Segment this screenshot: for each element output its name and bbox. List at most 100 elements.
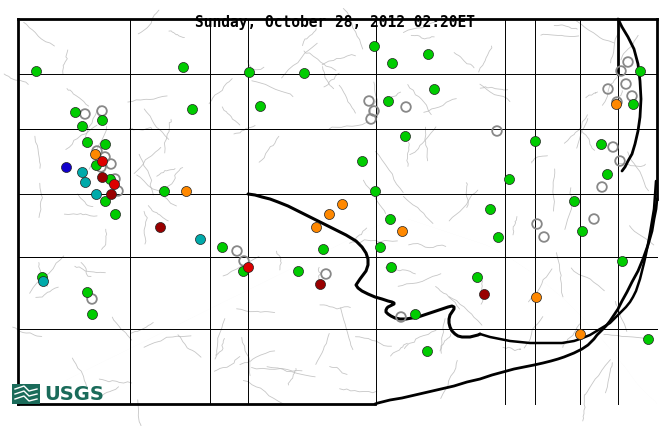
Point (321, 271, 332, 278)
Point (113, 188, 123, 195)
Point (634, 69, 645, 75)
Point (318, 246, 328, 253)
Point (187, 106, 198, 113)
Point (602, 86, 613, 93)
Point (375, 244, 385, 251)
Point (626, 93, 637, 100)
Point (589, 216, 600, 223)
Polygon shape (18, 20, 657, 404)
Point (181, 188, 192, 195)
Point (100, 198, 111, 205)
Point (364, 98, 375, 105)
Point (216, 244, 227, 251)
Point (178, 64, 188, 71)
Point (366, 116, 377, 123)
Point (396, 314, 407, 321)
Point (620, 81, 631, 88)
Point (239, 258, 249, 265)
Point (82, 289, 92, 296)
Point (96, 174, 107, 181)
Point (478, 291, 489, 298)
Point (423, 52, 433, 58)
Point (643, 336, 653, 343)
Point (70, 109, 80, 116)
Point (155, 224, 165, 231)
Text: Sunday, October 28, 2012 02:20ET: Sunday, October 28, 2012 02:20ET (195, 15, 475, 30)
Point (602, 171, 612, 178)
Point (369, 108, 379, 115)
Point (596, 141, 606, 148)
Point (530, 138, 541, 145)
Point (383, 98, 393, 105)
Point (293, 268, 304, 275)
Point (80, 179, 90, 186)
Point (569, 198, 580, 205)
Point (90, 191, 101, 198)
Point (86, 311, 97, 318)
Point (76, 123, 87, 130)
Point (612, 99, 622, 106)
Point (616, 258, 627, 265)
Point (614, 158, 625, 165)
Bar (12, 384, 40, 404)
Point (159, 188, 170, 195)
Point (96, 108, 107, 115)
Point (399, 133, 410, 140)
Point (622, 60, 633, 66)
Point (616, 69, 626, 75)
Point (82, 139, 92, 146)
Point (472, 274, 482, 281)
Point (195, 236, 206, 243)
Point (244, 69, 255, 76)
Point (109, 181, 119, 188)
Point (106, 191, 117, 198)
Point (92, 148, 103, 155)
Point (299, 70, 310, 77)
Point (628, 101, 639, 108)
Point (76, 169, 87, 176)
Point (531, 294, 541, 301)
Point (386, 264, 397, 271)
Point (539, 234, 549, 241)
Point (86, 296, 97, 303)
Point (356, 158, 367, 165)
Point (315, 281, 326, 288)
Point (531, 221, 542, 228)
Point (255, 104, 265, 110)
Point (575, 331, 586, 338)
Point (243, 264, 253, 271)
Point (80, 111, 90, 118)
Point (105, 176, 115, 183)
Point (31, 69, 42, 75)
Point (106, 161, 117, 168)
Point (397, 228, 407, 235)
Point (37, 274, 48, 281)
Point (96, 117, 107, 124)
Point (110, 176, 121, 183)
Point (608, 144, 618, 151)
Point (429, 86, 440, 93)
Point (492, 234, 503, 241)
Point (96, 164, 107, 171)
Point (110, 211, 121, 218)
Point (401, 104, 411, 111)
Point (96, 158, 107, 165)
Point (370, 188, 381, 195)
Point (387, 60, 397, 67)
Point (610, 101, 621, 108)
Point (38, 278, 48, 285)
Polygon shape (18, 20, 657, 404)
Point (232, 248, 243, 255)
Point (385, 216, 395, 223)
Point (90, 162, 101, 169)
Point (90, 151, 100, 158)
Point (100, 141, 111, 148)
Point (492, 128, 502, 135)
Point (504, 176, 515, 183)
Point (100, 154, 111, 161)
Point (597, 184, 608, 191)
Point (369, 43, 379, 50)
Point (324, 211, 334, 218)
Point (421, 348, 432, 354)
Point (409, 311, 420, 318)
